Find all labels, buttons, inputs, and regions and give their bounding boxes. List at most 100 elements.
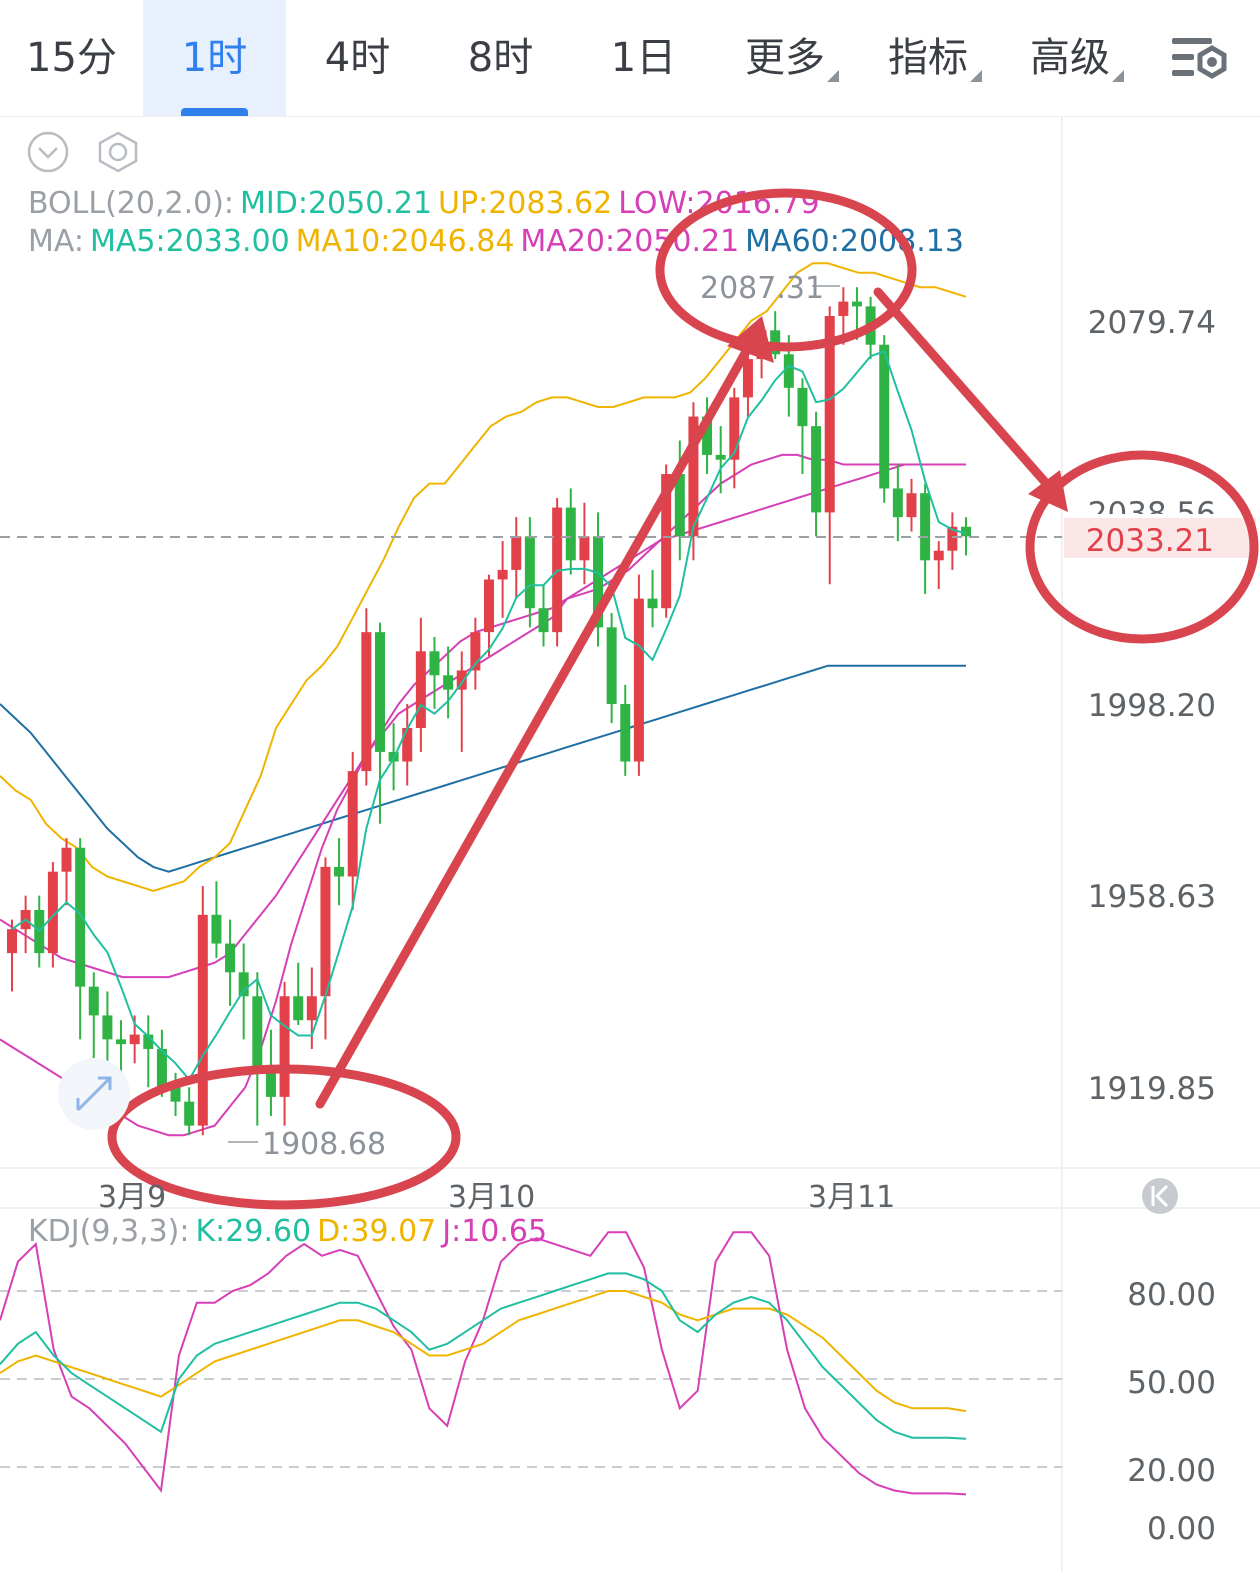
boll-bands [0, 262, 967, 1137]
candle-body [361, 632, 372, 772]
candle-body [238, 972, 249, 997]
candle-body [102, 1015, 113, 1040]
current-price-badge [1064, 518, 1256, 558]
candle-body [306, 996, 317, 1021]
candle-body [797, 387, 808, 427]
candle-body [484, 579, 494, 633]
candle-body [129, 1034, 140, 1045]
candle-body [279, 996, 290, 1097]
candle-body [579, 536, 590, 561]
candle-body [729, 397, 740, 460]
tab-1hour-label: 1时 [181, 35, 248, 81]
candle-body [75, 847, 86, 987]
candle-body [933, 550, 944, 561]
x-axis-label: 3月10 [448, 1180, 536, 1215]
timeframe-tabbar: 15分 1时 4时 8时 1日 更多 指标 高级 [0, 0, 1260, 117]
candle-body [661, 474, 672, 609]
candle-body [156, 1048, 167, 1088]
tab-4hour[interactable]: 4时 [286, 0, 429, 116]
candle-body [715, 454, 726, 460]
ma60-value: MA60:2008.13 [745, 224, 964, 259]
candle-body [742, 359, 753, 398]
kdj-legend-name: KDJ(9,3,3): [28, 1214, 190, 1249]
dropdown-triangle-icon [827, 70, 839, 82]
candle-body [47, 871, 58, 954]
kdj-d-line [0, 1290, 967, 1413]
price-axis-label: 1998.20 [1087, 688, 1216, 724]
candle-body [674, 474, 685, 537]
dropdown-triangle-icon [970, 70, 982, 82]
chevron-down-circle-icon[interactable] [26, 130, 70, 174]
candle-body [633, 598, 644, 762]
candle-body [524, 536, 535, 609]
price-axis-label: 2079.74 [1087, 305, 1216, 341]
candle-body [61, 847, 72, 872]
candle-body [265, 1068, 276, 1097]
annotation-overlay [107, 188, 1259, 1210]
price-axis-label: 1919.85 [1087, 1071, 1216, 1107]
kdj-axis-label: 80.00 [1127, 1277, 1216, 1313]
back-to-latest-icon[interactable] [1142, 1178, 1178, 1214]
tab-advanced[interactable]: 高级 [1020, 0, 1124, 116]
tab-8hour[interactable]: 8时 [429, 0, 572, 116]
candle-body [920, 493, 931, 561]
kdj-legend: KDJ(9,3,3): K:29.60 D:39.07 J:10.65 [28, 1214, 553, 1249]
dropdown-triangle-icon [1112, 70, 1124, 82]
x-axis-label: 3月11 [808, 1180, 896, 1215]
candle-body [456, 670, 467, 690]
ma-legend-name: MA: [28, 224, 84, 259]
candle-body [320, 866, 331, 997]
ma10-value: MA10:2046.84 [295, 224, 515, 259]
tab-more-label: 更多 [745, 35, 825, 81]
annotation-up-arrowhead [727, 316, 774, 363]
kdj-axis-label: 20.00 [1127, 1453, 1216, 1489]
price-axis-label: 2038.56 [1087, 496, 1216, 514]
expand-arrows-icon[interactable] [58, 1058, 130, 1130]
candle-body [538, 608, 549, 633]
tab-8hour-label: 8时 [467, 35, 534, 81]
kdj-gridlines [0, 1290, 1062, 1468]
boll-lower-line [0, 463, 966, 1137]
chart-settings-icon[interactable] [1168, 34, 1232, 82]
candle-body [252, 996, 263, 1069]
candle-body [7, 929, 17, 954]
candle-body [838, 301, 849, 316]
tab-more[interactable]: 更多 [735, 0, 839, 116]
tab-1day[interactable]: 1日 [572, 0, 715, 116]
candle-body [225, 943, 236, 973]
ma5-value: MA5:2033.00 [90, 224, 290, 259]
candle-body [702, 416, 713, 455]
tab-4hour-label: 4时 [324, 35, 391, 81]
candle-body [824, 315, 835, 513]
hexagon-settings-icon[interactable] [96, 130, 140, 174]
candle-body [906, 493, 917, 518]
candle-body [783, 354, 794, 388]
low-marker-label: 1908.68 [262, 1127, 386, 1162]
candle-body [374, 632, 385, 752]
candle-body [565, 507, 576, 561]
candle-body [892, 488, 903, 518]
boll-up-value: UP:2083.62 [438, 186, 613, 221]
tab-15min[interactable]: 15分 [0, 0, 143, 116]
kdj-axis-label: 0.00 [1146, 1511, 1216, 1547]
candle-body [116, 1039, 127, 1045]
ma60-polyline [0, 664, 966, 873]
candle-body [620, 704, 631, 762]
candle-body [293, 996, 304, 1021]
tab-15min-label: 15分 [26, 35, 117, 81]
tab-1day-label: 1日 [610, 35, 677, 81]
candle-body [347, 771, 358, 877]
candle-body [334, 866, 345, 877]
boll-legend-name: BOLL(20,2.0): [28, 186, 235, 221]
kdj-axis-label: 50.00 [1127, 1365, 1216, 1401]
tab-indicators[interactable]: 指标 [878, 0, 982, 116]
tab-1hour[interactable]: 1时 [143, 0, 286, 116]
candle-body [211, 914, 222, 944]
candle-body [197, 914, 208, 1126]
ma5-line [11, 350, 967, 1082]
annotation-current-circle [1025, 450, 1259, 644]
high-marker-label: 2087.31 [700, 271, 824, 306]
candle-body [851, 301, 862, 307]
kdj-j-value: J:10.65 [442, 1214, 548, 1249]
